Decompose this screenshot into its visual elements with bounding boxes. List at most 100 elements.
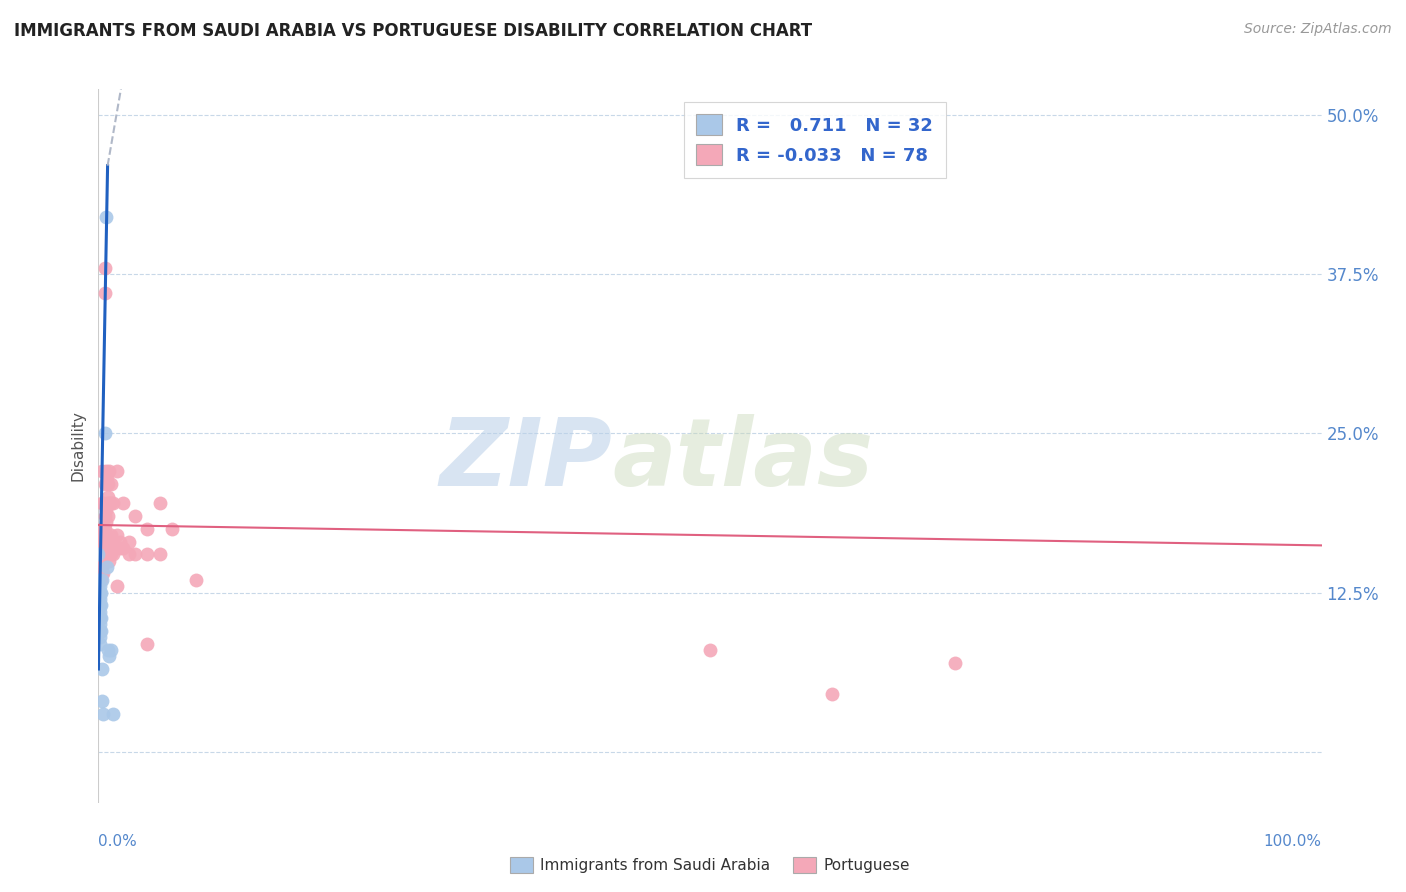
Point <box>93 286 115 301</box>
Point <box>118 534 141 549</box>
Point <box>96 541 118 555</box>
Point <box>136 636 159 650</box>
Point <box>89 636 111 650</box>
Point <box>97 643 120 657</box>
Text: 100.0%: 100.0% <box>1264 834 1322 849</box>
Point <box>101 534 124 549</box>
Point <box>91 465 114 479</box>
Point <box>110 541 132 555</box>
Point <box>90 560 112 574</box>
Point <box>89 624 111 638</box>
Point <box>87 579 110 593</box>
Point <box>91 566 114 581</box>
Point <box>160 522 183 536</box>
Point <box>97 477 120 491</box>
Point <box>91 528 114 542</box>
Point <box>91 560 114 574</box>
Text: atlas: atlas <box>612 414 873 507</box>
Point <box>90 573 112 587</box>
Point <box>699 643 721 657</box>
Text: ZIP: ZIP <box>439 414 612 507</box>
Point <box>100 477 122 491</box>
Point <box>93 522 115 536</box>
Point <box>90 541 112 555</box>
Point <box>89 541 111 555</box>
Point <box>90 624 112 638</box>
Point <box>97 490 120 504</box>
Point <box>87 585 110 599</box>
Point <box>87 573 110 587</box>
Point <box>89 591 111 606</box>
Point <box>105 579 128 593</box>
Point <box>97 509 120 524</box>
Point <box>93 534 115 549</box>
Point <box>821 688 844 702</box>
Point <box>118 547 141 561</box>
Point <box>98 541 121 555</box>
Point <box>91 694 114 708</box>
Point <box>91 706 114 721</box>
Point <box>91 528 114 542</box>
Text: 0.0%: 0.0% <box>98 834 138 849</box>
Point <box>89 579 111 593</box>
Point <box>91 554 114 568</box>
Point <box>149 496 172 510</box>
Point <box>93 477 115 491</box>
Point <box>186 573 208 587</box>
Point <box>89 599 111 613</box>
Point <box>91 534 114 549</box>
Point <box>136 522 159 536</box>
Point <box>96 471 118 485</box>
Point <box>91 554 114 568</box>
Point <box>100 528 122 542</box>
Point <box>91 662 114 676</box>
Point <box>89 605 111 619</box>
Point <box>111 496 134 510</box>
Point <box>98 465 121 479</box>
Point <box>89 585 111 599</box>
Point <box>124 547 146 561</box>
Legend: R =   0.711   N = 32, R = -0.033   N = 78: R = 0.711 N = 32, R = -0.033 N = 78 <box>683 102 946 178</box>
Point <box>96 496 118 510</box>
Point <box>136 547 159 561</box>
Point <box>94 210 117 224</box>
Point <box>97 547 120 561</box>
Point <box>93 509 115 524</box>
Point <box>91 547 114 561</box>
Point <box>89 573 111 587</box>
Point <box>91 573 114 587</box>
Point <box>98 649 121 664</box>
Point <box>94 502 117 516</box>
Point <box>91 496 114 510</box>
Point <box>94 547 117 561</box>
Point <box>91 547 114 561</box>
Point <box>89 566 111 581</box>
Point <box>93 260 115 275</box>
Point <box>101 706 124 721</box>
Point <box>87 547 110 561</box>
Point <box>101 547 124 561</box>
Point <box>96 547 118 561</box>
Point <box>87 591 110 606</box>
Point <box>97 534 120 549</box>
Point <box>91 566 114 581</box>
Point <box>90 522 112 536</box>
Point <box>90 585 112 599</box>
Point <box>149 547 172 561</box>
Point <box>94 528 117 542</box>
Point <box>89 560 111 574</box>
Point <box>94 516 117 530</box>
Text: Source: ZipAtlas.com: Source: ZipAtlas.com <box>1244 22 1392 37</box>
Point <box>96 534 118 549</box>
Point <box>94 465 117 479</box>
Point <box>91 496 114 510</box>
Point <box>90 611 112 625</box>
Text: IMMIGRANTS FROM SAUDI ARABIA VS PORTUGUESE DISABILITY CORRELATION CHART: IMMIGRANTS FROM SAUDI ARABIA VS PORTUGUE… <box>14 22 813 40</box>
Point <box>87 599 110 613</box>
Point <box>105 528 128 542</box>
Point <box>124 509 146 524</box>
Point <box>96 560 118 574</box>
Point <box>943 656 966 670</box>
Point <box>98 496 121 510</box>
Y-axis label: Disability: Disability <box>70 410 86 482</box>
